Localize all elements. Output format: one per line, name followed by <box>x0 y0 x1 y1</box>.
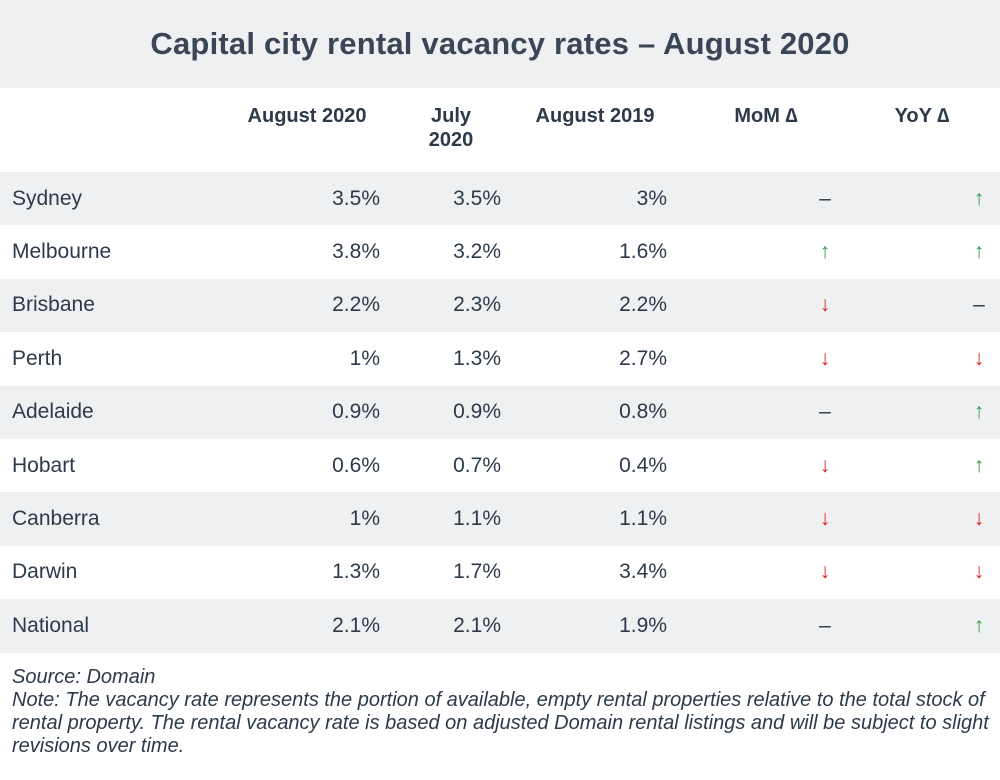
august-2020-cell: 0.6% <box>332 453 380 477</box>
city-cell: Canberra <box>12 507 100 531</box>
mom-change-cell: ↓ <box>819 560 831 584</box>
header-july-2020: July 2020 <box>428 105 474 151</box>
city-cell: Perth <box>12 346 63 370</box>
city-cell: National <box>12 613 90 637</box>
table-row: Canberra 1% 1.1% 1.1% ↓ ↓ <box>0 492 1000 546</box>
july-2020-cell: 0.7% <box>453 453 501 477</box>
july-2020-cell: 0.9% <box>453 400 501 424</box>
july-2020-cell: 3.5% <box>453 186 501 210</box>
city-cell: Brisbane <box>12 293 95 317</box>
yoy-change-cell: ↓ <box>973 507 985 531</box>
july-2020-cell: 1.7% <box>453 560 501 584</box>
august-2019-cell: 2.7% <box>619 346 667 370</box>
header-mom-change: MoM ∆ <box>734 105 798 127</box>
table-row: Darwin 1.3% 1.7% 3.4% ↓ ↓ <box>0 546 1000 599</box>
yoy-change-cell: ↓ <box>973 346 985 370</box>
yoy-change-cell: ↑ <box>973 613 985 637</box>
table-row: Brisbane 2.2% 2.3% 2.2% ↓ – <box>0 278 1000 333</box>
table-row: National 2.1% 2.1% 1.9% – ↑ <box>0 599 1000 653</box>
august-2020-cell: 0.9% <box>332 400 380 424</box>
august-2019-cell: 0.8% <box>619 400 667 424</box>
august-2019-cell: 3% <box>636 186 667 210</box>
august-2019-cell: 3.4% <box>619 560 667 584</box>
yoy-change-cell: ↑ <box>973 240 985 264</box>
table-title: Capital city rental vacancy rates – Augu… <box>150 26 850 61</box>
city-cell: Darwin <box>12 560 78 584</box>
methodology-note: Note: The vacancy rate represents the po… <box>12 689 989 757</box>
header-august-2020: August 2020 <box>247 105 367 127</box>
august-2020-cell: 3.5% <box>332 186 380 210</box>
mom-change-cell: ↓ <box>819 346 831 370</box>
yoy-change-cell: – <box>973 293 985 317</box>
august-2020-cell: 2.2% <box>332 293 380 317</box>
table-row: Melbourne 3.8% 3.2% 1.6% ↑ ↑ <box>0 225 1000 278</box>
august-2020-cell: 2.1% <box>332 613 380 637</box>
mom-change-cell: ↓ <box>819 293 831 317</box>
august-2020-cell: 1.3% <box>332 560 380 584</box>
table-header: August 2020 July 2020 August 2019 MoM ∆ … <box>0 88 1000 172</box>
city-cell: Melbourne <box>12 240 112 264</box>
august-2019-cell: 1.9% <box>619 613 667 637</box>
mom-change-cell: ↑ <box>819 240 831 264</box>
yoy-change-cell: ↑ <box>973 400 985 424</box>
yoy-change-cell: ↑ <box>973 186 985 210</box>
august-2019-cell: 1.1% <box>619 507 667 531</box>
header-august-2019: August 2019 <box>535 105 655 127</box>
table-body: Sydney 3.5% 3.5% 3% – ↑ Melbourne 3.8% 3.2% 1.6% ↑… <box>0 172 1000 653</box>
july-2020-cell: 1.1% <box>453 507 501 531</box>
august-2020-cell: 1% <box>349 507 380 531</box>
yoy-change-cell: ↑ <box>973 453 985 477</box>
yoy-change-cell: ↓ <box>973 560 985 584</box>
mom-change-cell: – <box>819 400 831 424</box>
july-2020-cell: 1.3% <box>453 346 501 370</box>
august-2019-cell: 1.6% <box>619 240 667 264</box>
mom-change-cell: – <box>819 613 831 637</box>
footer: Source: Domain Note: The vacancy rate re… <box>12 666 992 758</box>
july-2020-cell: 3.2% <box>453 240 501 264</box>
title-bar: Capital city rental vacancy rates – Augu… <box>0 0 1000 88</box>
mom-change-cell: – <box>819 186 831 210</box>
table-row: Adelaide 0.9% 0.9% 0.8% – ↑ <box>0 385 1000 439</box>
mom-change-cell: ↓ <box>819 507 831 531</box>
august-2019-cell: 2.2% <box>619 293 667 317</box>
city-cell: Hobart <box>12 453 76 477</box>
city-cell: Sydney <box>12 186 83 210</box>
table-row: Sydney 3.5% 3.5% 3% – ↑ <box>0 172 1000 226</box>
july-2020-cell: 2.3% <box>453 293 501 317</box>
city-cell: Adelaide <box>12 400 94 424</box>
table-row: Perth 1% 1.3% 2.7% ↓ ↓ <box>0 332 1000 385</box>
july-2020-cell: 2.1% <box>453 613 501 637</box>
august-2019-cell: 0.4% <box>619 453 667 477</box>
table-row: Hobart 0.6% 0.7% 0.4% ↓ ↑ <box>0 439 1000 492</box>
mom-change-cell: ↓ <box>819 453 831 477</box>
source-note: Source: Domain <box>12 666 156 688</box>
august-2020-cell: 3.8% <box>332 240 380 264</box>
august-2020-cell: 1% <box>349 346 380 370</box>
header-yoy-change: YoY ∆ <box>894 105 950 127</box>
